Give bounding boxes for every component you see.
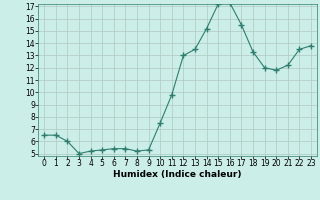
X-axis label: Humidex (Indice chaleur): Humidex (Indice chaleur) <box>113 170 242 179</box>
